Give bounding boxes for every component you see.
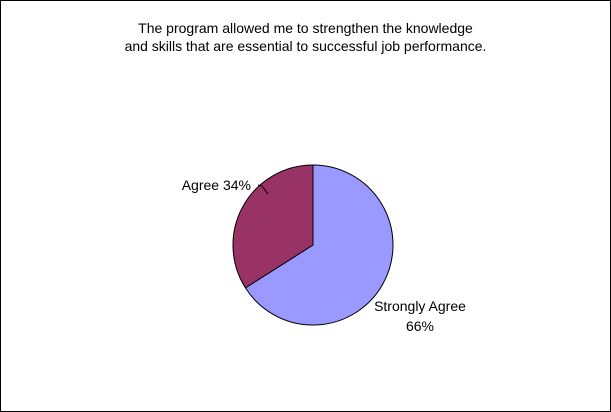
pie-slice-strongly-agree (244, 164, 394, 326)
agree-label: Agree 34% (182, 177, 251, 193)
strongly-agree-label: Strongly Agree (374, 298, 466, 314)
chart-title-line-2: and skills that are essential to success… (124, 38, 487, 54)
pie-slice-agree (232, 164, 314, 289)
agree-leader-line (257, 184, 269, 195)
strongly-agree-percent: 66% (406, 318, 434, 334)
chart-title-line-1: The program allowed me to strengthen the… (138, 20, 473, 36)
